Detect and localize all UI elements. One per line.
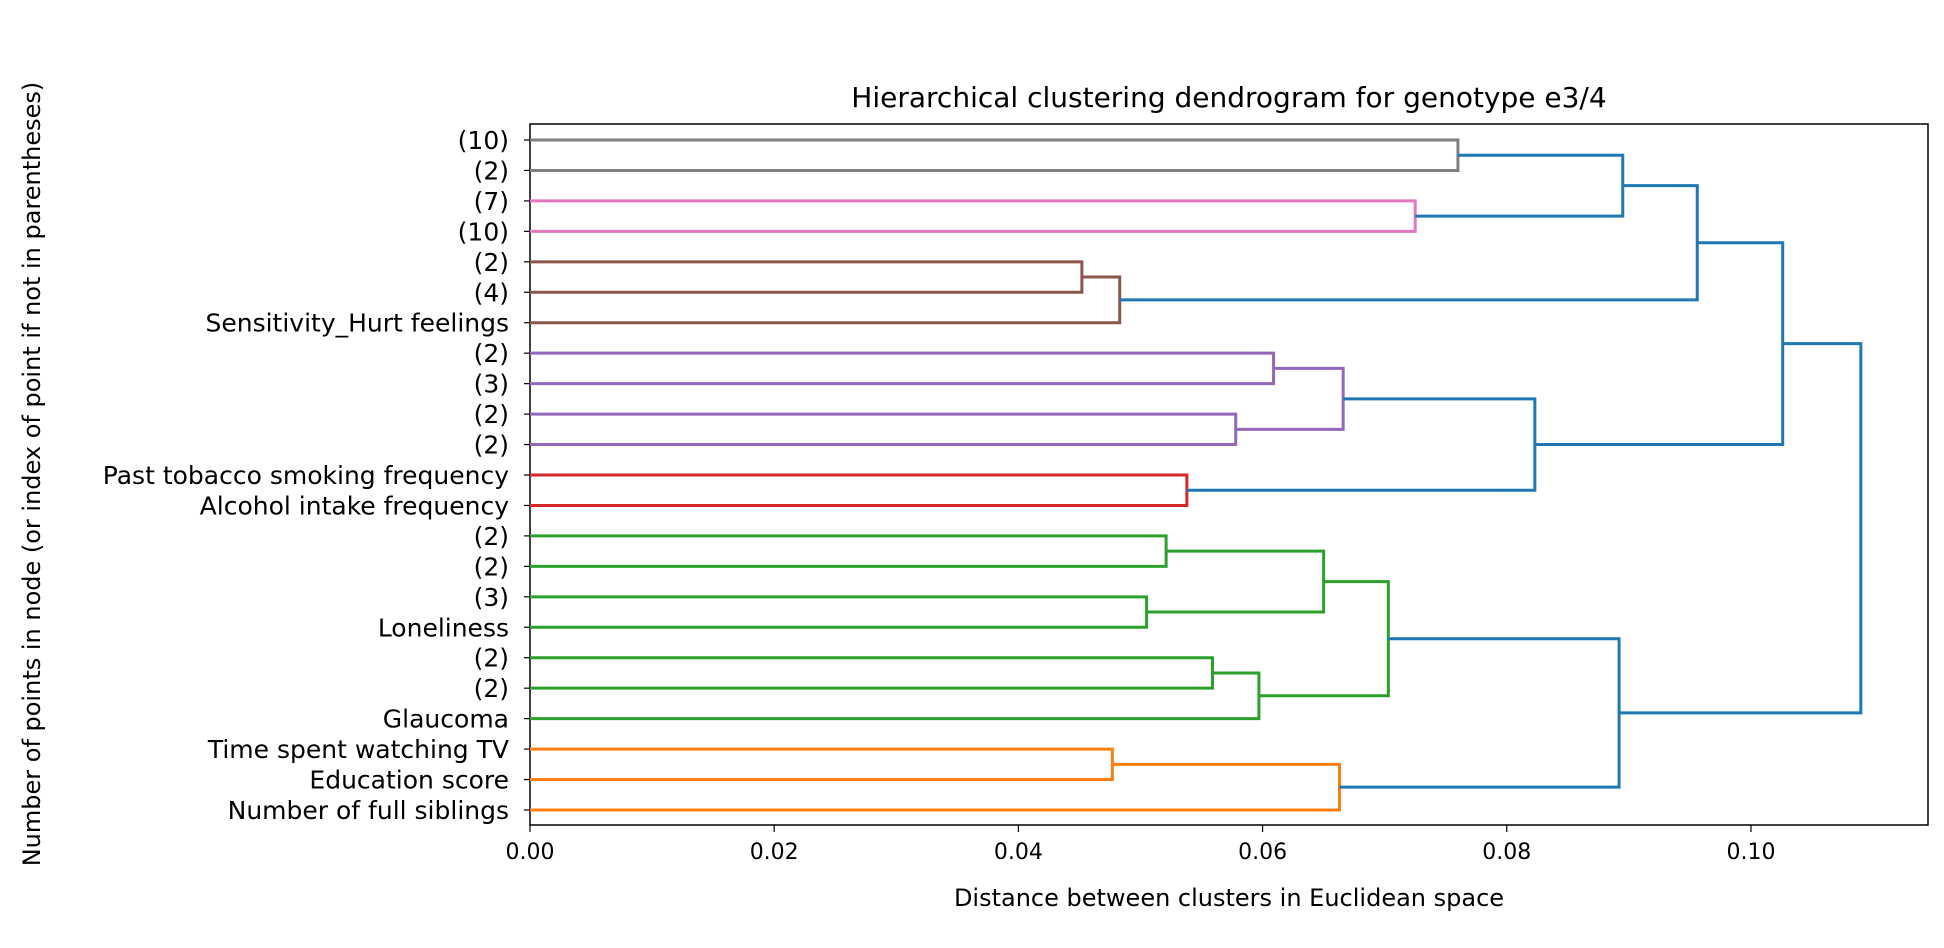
leaf-label: (2)	[474, 339, 509, 368]
leaf-label: (3)	[474, 583, 509, 612]
dendrogram-link	[530, 747, 1114, 782]
leaf-label: Education score	[309, 766, 509, 795]
x-tick-label: 0.08	[1482, 840, 1531, 865]
leaf-label: Sensitivity_Hurt feelings	[205, 309, 509, 338]
dendrogram-links	[530, 138, 1863, 812]
leaf-label: (2)	[474, 552, 509, 581]
dendrogram-link	[530, 275, 1122, 325]
x-axis-label: Distance between clusters in Euclidean s…	[954, 884, 1504, 912]
x-tick-label: 0.10	[1726, 840, 1775, 865]
leaf-label: (4)	[474, 278, 509, 307]
y-axis-label: Number of points in node (or index of po…	[18, 82, 46, 867]
dendrogram-link	[1339, 637, 1621, 789]
dendrogram-link	[530, 595, 1149, 629]
leaf-label: Past tobacco smoking frequency	[103, 461, 509, 490]
leaf-labels: (10)(2)(7)(10)(2)(4)Sensitivity_Hurt fee…	[103, 126, 530, 825]
dendrogram-link	[530, 473, 1189, 507]
dendrogram-link	[1119, 184, 1699, 302]
leaf-label: (10)	[458, 126, 509, 155]
leaf-label: Loneliness	[378, 613, 509, 642]
leaf-label: (7)	[474, 187, 509, 216]
dendrogram-link	[530, 351, 1276, 386]
leaf-label: (2)	[474, 644, 509, 673]
leaf-label: (2)	[474, 674, 509, 703]
dendrogram-link	[530, 534, 1168, 568]
leaf-label: Time spent watching TV	[207, 735, 509, 764]
leaf-label: (2)	[474, 400, 509, 429]
leaf-label: (2)	[474, 248, 509, 277]
dendrogram-link	[530, 671, 1261, 721]
dendrogram-link	[1619, 342, 1863, 715]
dendrogram-link	[530, 762, 1341, 812]
x-tick-label: 0.00	[506, 840, 555, 865]
x-tick-label: 0.06	[1238, 840, 1287, 865]
dendrogram-link	[530, 199, 1417, 233]
leaf-label: Number of full siblings	[228, 796, 509, 825]
leaf-label: (2)	[474, 522, 509, 551]
leaf-label: (3)	[474, 370, 509, 399]
dendrogram-link	[1415, 153, 1625, 218]
chart-title: Hierarchical clustering dendrogram for g…	[851, 81, 1606, 114]
dendrogram-link	[530, 260, 1084, 294]
leaf-label: Alcohol intake frequency	[200, 491, 510, 520]
dendrogram-link	[1534, 241, 1785, 447]
x-tick-label: 0.04	[994, 840, 1043, 865]
x-tick-label: 0.02	[750, 840, 799, 865]
leaf-label: (10)	[458, 217, 509, 246]
leaf-label: (2)	[474, 431, 509, 460]
dendrogram-link	[530, 656, 1215, 690]
dendrogram-link	[1186, 397, 1537, 492]
dendrogram-link	[1146, 549, 1326, 614]
dendrogram-link	[1235, 366, 1345, 431]
x-axis-ticks: 0.00 0.02 0.04 0.06 0.08 0.10	[506, 825, 1775, 865]
dendrogram-link	[530, 412, 1238, 447]
leaf-label: Glaucoma	[383, 705, 509, 734]
dendrogram-link	[530, 138, 1460, 172]
leaf-label: (2)	[474, 156, 509, 185]
